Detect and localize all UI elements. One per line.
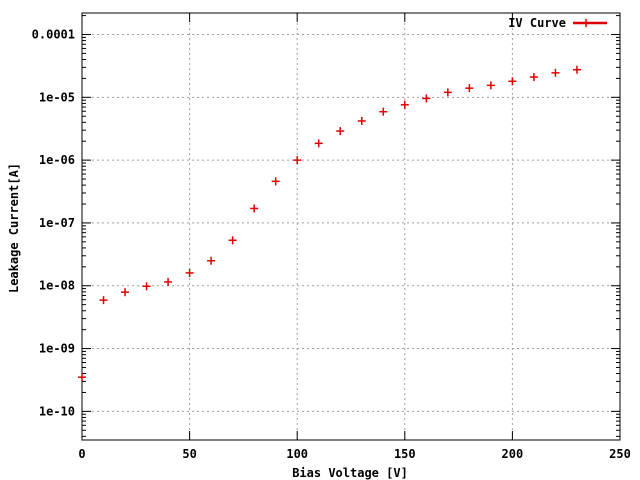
data-point [443,88,452,97]
data-points [78,65,581,382]
data-point [207,256,216,265]
data-point [422,94,431,103]
data-point [293,156,302,165]
x-tick-label: 200 [502,447,524,461]
x-axis-label: Bias Voltage [V] [292,466,408,480]
grid-lines [82,13,620,440]
y-tick-label: 1e-10 [39,404,75,418]
data-point [551,68,560,77]
x-tick-label: 100 [286,447,308,461]
legend: IV Curve [508,16,607,30]
tick-labels: 0 50 100 150 200 250 1e-10 1e-09 1e-08 1e-07 1e-06… [32,28,631,461]
x-tick-label: 50 [182,447,196,461]
y-tick-label: 1e-09 [39,342,75,356]
data-point [99,296,108,305]
data-point [357,116,366,125]
data-point [336,127,345,136]
data-point [142,282,151,291]
data-point [400,100,409,109]
data-point [78,373,86,382]
x-tick-label: 250 [609,447,631,461]
data-point [314,139,323,148]
y-tick-label: 1e-06 [39,153,75,167]
data-point [379,107,388,116]
y-tick-label: 1e-05 [39,90,75,104]
data-point [121,288,130,297]
x-tick-label: 150 [394,447,416,461]
data-point [271,177,280,186]
data-point [250,204,259,213]
data-point [529,73,538,82]
y-tick-label: 1e-07 [39,216,75,230]
y-axis-label: Leakage Current[A] [7,163,21,293]
data-point [508,77,517,86]
y-tick-label: 0.0001 [32,28,75,42]
axis-ticks [81,13,621,440]
plot-frame [81,12,621,441]
data-point [465,84,474,93]
y-tick-label: 1e-08 [39,279,75,293]
x-tick-label: 0 [78,447,85,461]
data-point [185,268,194,277]
data-point [164,277,173,286]
data-point [228,236,237,245]
data-point [486,81,495,90]
legend-label-iv-curve: IV Curve [508,16,566,30]
data-point [572,65,581,74]
